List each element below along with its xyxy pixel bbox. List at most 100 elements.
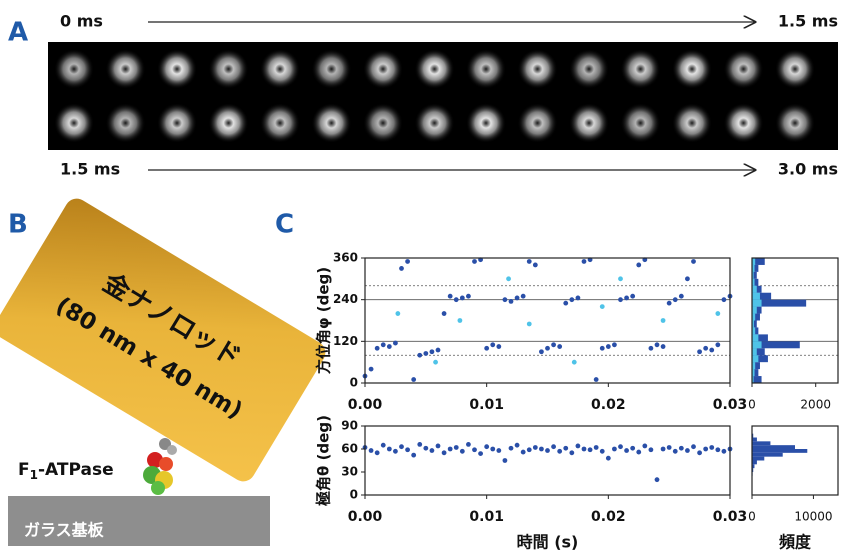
- data-point: [582, 259, 587, 264]
- y-tick-label: 0: [350, 376, 358, 390]
- data-point: [715, 447, 720, 452]
- frame-spot: [672, 49, 712, 89]
- panel-label: C: [275, 210, 294, 240]
- protein-label: F1-ATPase: [18, 460, 114, 482]
- histogram-bar: [752, 453, 783, 457]
- x-axis-label: 時間 (s): [517, 533, 579, 552]
- x-tick-label: 0: [748, 398, 756, 412]
- x-tick-label: 0.01: [469, 397, 504, 413]
- data-point: [433, 360, 438, 365]
- frame-spot: [260, 103, 300, 143]
- data-point: [515, 443, 520, 448]
- panel-label: B: [8, 210, 28, 240]
- data-point: [582, 447, 587, 452]
- data-point: [369, 367, 374, 372]
- frame-spot: [724, 103, 764, 143]
- data-point: [399, 266, 404, 271]
- data-point: [509, 299, 514, 304]
- data-point: [697, 450, 702, 455]
- data-point: [515, 296, 520, 301]
- data-point: [393, 449, 398, 454]
- data-point: [715, 311, 720, 316]
- data-point: [539, 447, 544, 452]
- data-point: [551, 342, 556, 347]
- data-point: [679, 294, 684, 299]
- data-point: [594, 377, 599, 382]
- data-point: [521, 294, 526, 299]
- data-point: [551, 444, 556, 449]
- histogram-bar: [752, 441, 770, 445]
- data-point: [594, 445, 599, 450]
- histogram-bar: [752, 300, 762, 307]
- data-point: [569, 450, 574, 455]
- plot-frame: [365, 426, 730, 495]
- data-point: [472, 447, 477, 452]
- frame-spot: [775, 103, 815, 143]
- data-point: [430, 448, 435, 453]
- frame-spot: [775, 49, 815, 89]
- data-point: [387, 344, 392, 349]
- x-tick-label: 0.02: [591, 397, 626, 413]
- y-tick-label: 0: [350, 488, 358, 502]
- x-axis-label: 頻度: [779, 533, 812, 552]
- protein-text: -ATPase: [38, 460, 114, 480]
- data-point: [624, 296, 629, 301]
- data-point: [679, 446, 684, 451]
- frame-spot: [415, 103, 455, 143]
- data-point: [612, 342, 617, 347]
- data-point: [496, 448, 501, 453]
- data-point: [642, 444, 647, 449]
- frame-spot: [312, 103, 352, 143]
- y-tick-label: 60: [341, 442, 358, 456]
- data-point: [527, 259, 532, 264]
- data-point: [563, 301, 568, 306]
- frame-spot: [54, 49, 94, 89]
- frame-spot: [106, 103, 146, 143]
- plot-frame: [365, 258, 730, 383]
- data-point: [576, 444, 581, 449]
- data-point: [618, 444, 623, 449]
- data-point: [655, 342, 660, 347]
- data-point: [405, 447, 410, 452]
- data-point: [667, 445, 672, 450]
- time-label: 0 ms: [60, 12, 103, 31]
- data-point: [667, 301, 672, 306]
- histogram-bar: [752, 348, 757, 355]
- data-point: [709, 445, 714, 450]
- data-point: [458, 318, 463, 323]
- frame-spot: [672, 103, 712, 143]
- x-tick-label: 0.02: [591, 509, 626, 525]
- data-point: [673, 449, 678, 454]
- data-point: [709, 348, 714, 353]
- data-point: [503, 297, 508, 302]
- y-tick-label: 240: [333, 292, 358, 306]
- protein-text: F: [18, 460, 30, 480]
- histogram-bar: [752, 341, 762, 348]
- data-point: [448, 294, 453, 299]
- data-point: [691, 259, 696, 264]
- data-point: [557, 449, 562, 454]
- data-point: [375, 346, 380, 351]
- data-point: [509, 446, 514, 451]
- data-point: [387, 447, 392, 452]
- frame-spot: [106, 49, 146, 89]
- frame-spot: [466, 103, 506, 143]
- data-point: [369, 448, 374, 453]
- histogram-bar: [752, 438, 757, 442]
- histogram-bar: [752, 355, 758, 362]
- data-point: [661, 344, 666, 349]
- data-point: [375, 450, 380, 455]
- data-point: [606, 344, 611, 349]
- data-point: [393, 341, 398, 346]
- data-point: [381, 342, 386, 347]
- frame-spot: [518, 49, 558, 89]
- data-point: [442, 450, 447, 455]
- data-point: [417, 442, 422, 447]
- data-point: [572, 360, 577, 365]
- protein-subscript: 1: [30, 468, 38, 482]
- x-tick-label: 0.03: [713, 509, 748, 525]
- frame-spot: [621, 103, 661, 143]
- frame-spot: [260, 49, 300, 89]
- data-point: [436, 348, 441, 353]
- data-point: [563, 446, 568, 451]
